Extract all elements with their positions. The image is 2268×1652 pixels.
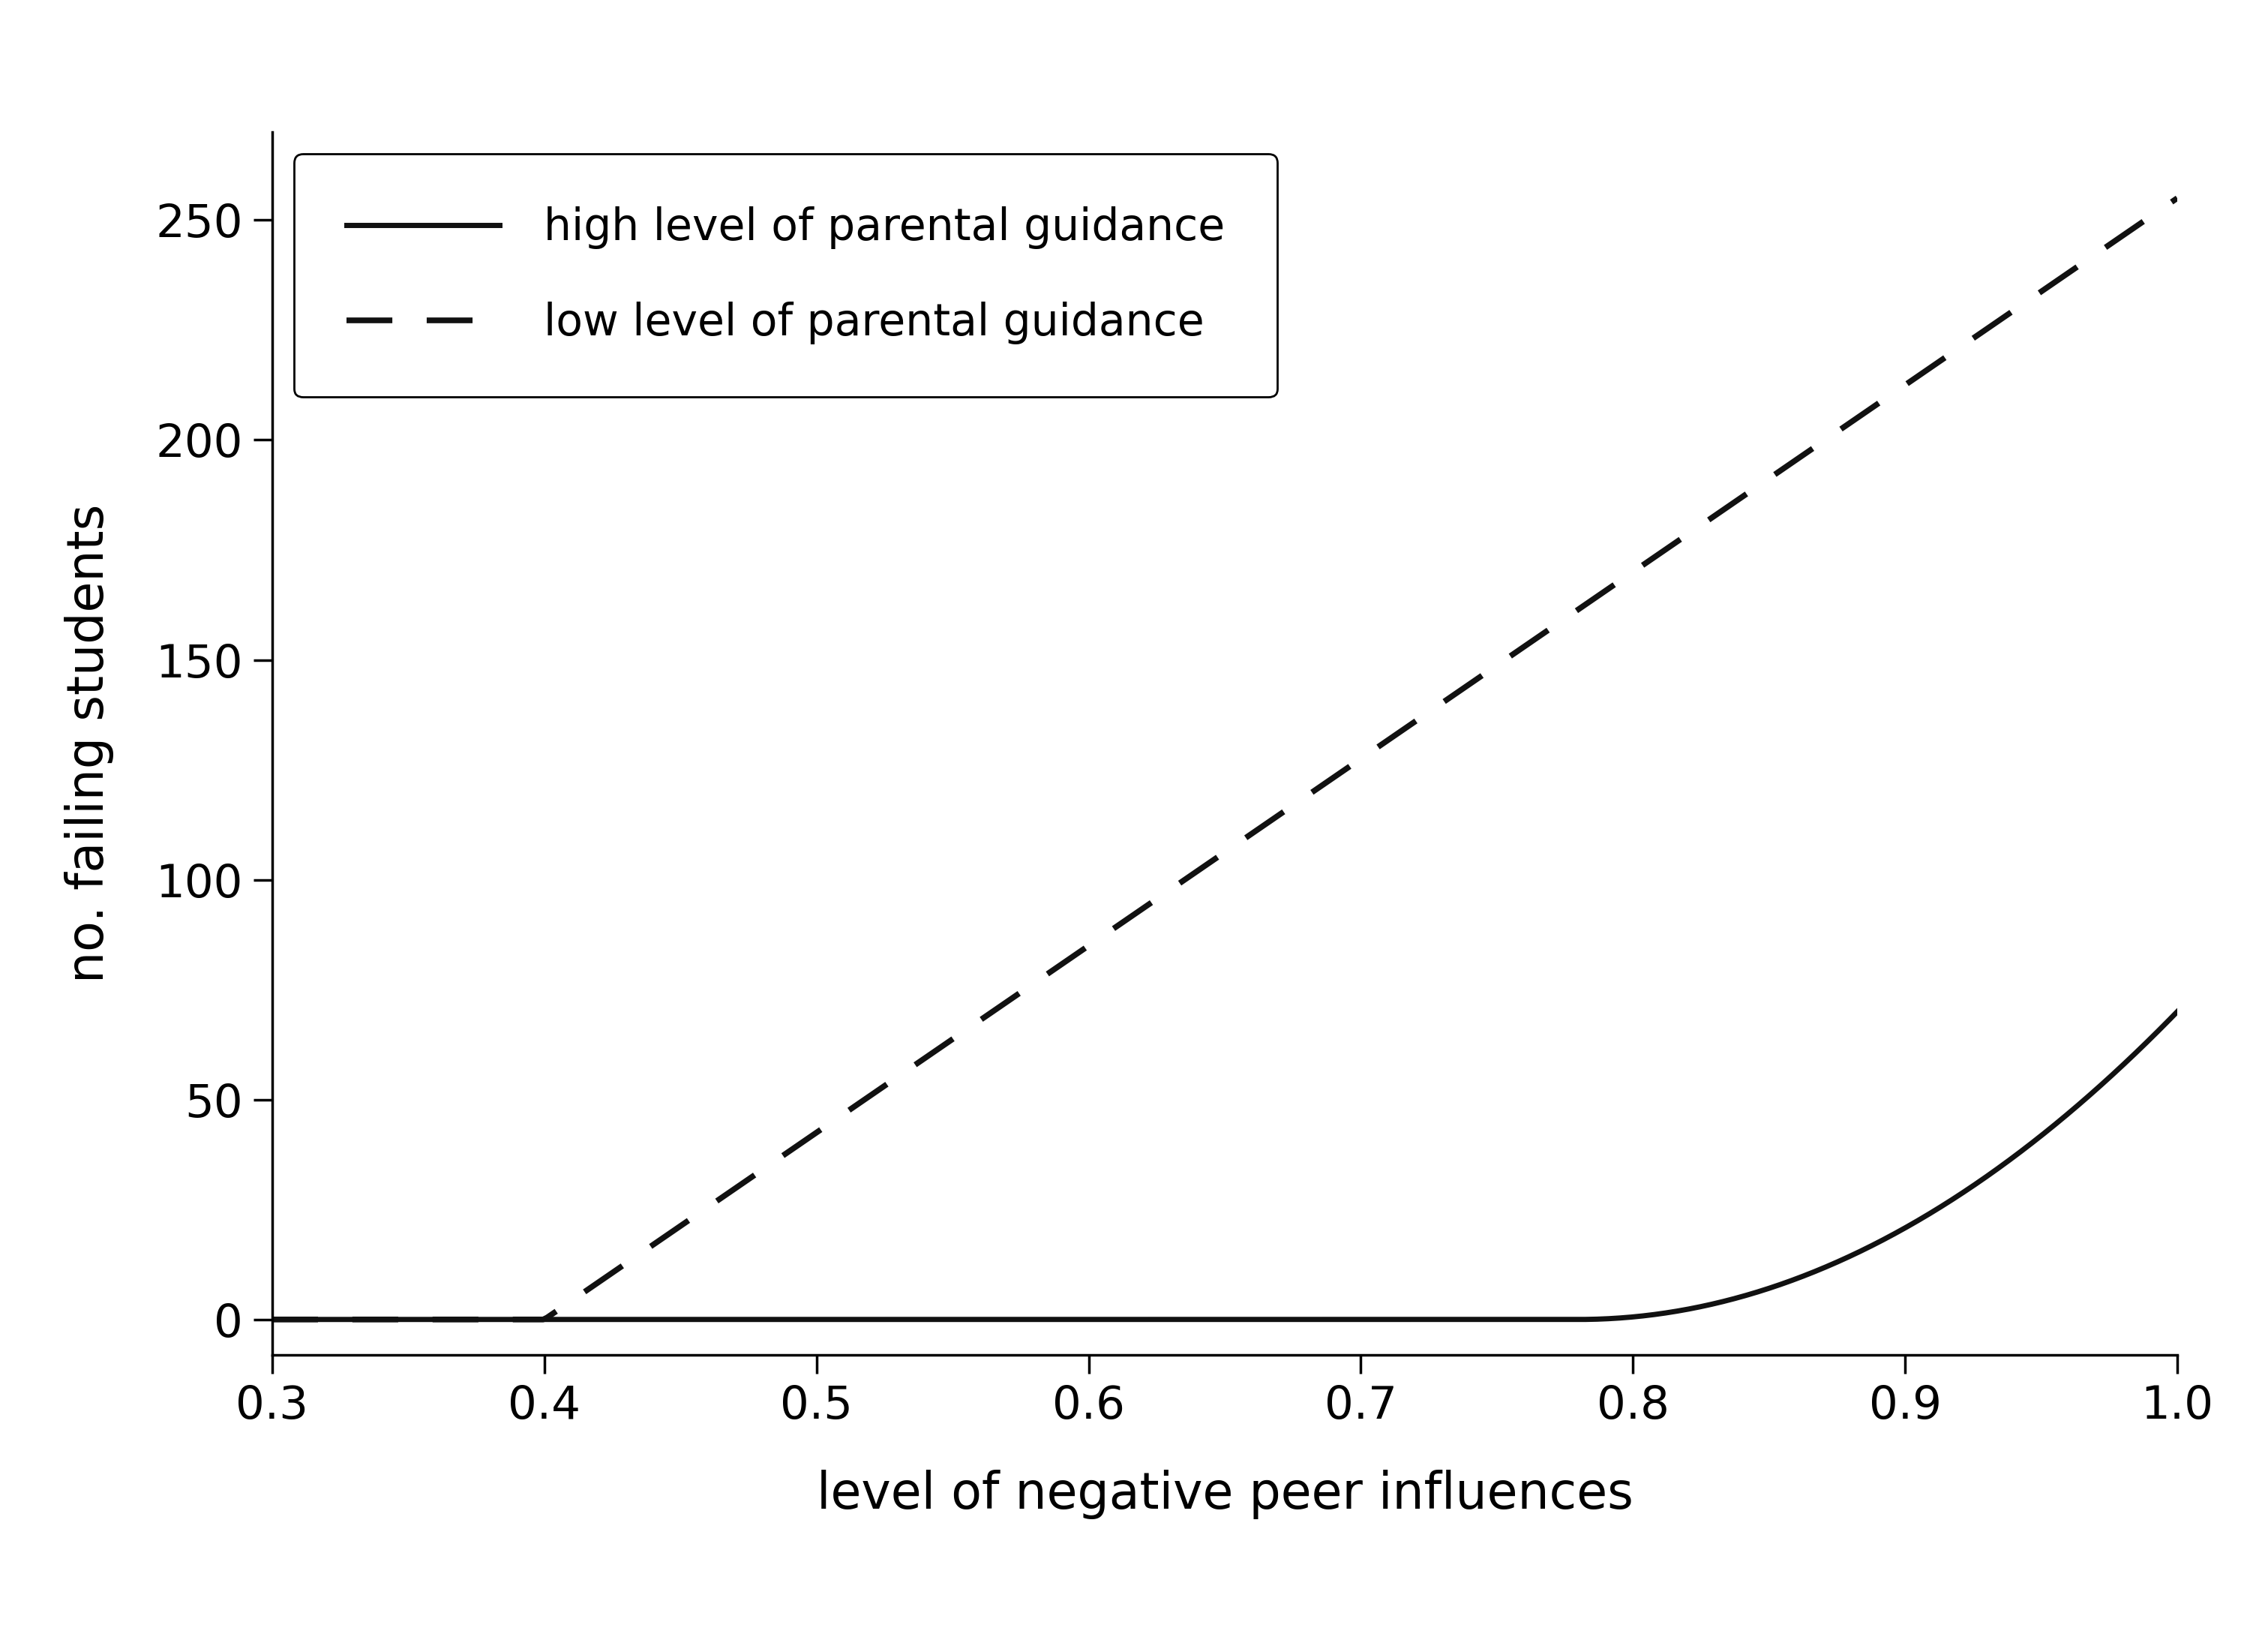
high level of parental guidance: [1393, 1310, 1420, 1330]
high level of parental guidance: [1163, 1310, 1191, 1330]
high level of parental guidance: [1819, 1254, 1846, 1274]
low level of parental guidance: [1290, 788, 1318, 808]
Y-axis label: no. failing students: no. failing students: [64, 504, 113, 983]
Line: high level of parental guidance: high level of parental guidance: [272, 1011, 2177, 1320]
low level of parental guidance: [1393, 717, 1420, 737]
high level of parental guidance: [259, 1310, 286, 1330]
low level of parental guidance: [259, 1310, 286, 1330]
low level of parental guidance: [1163, 876, 1191, 895]
low level of parental guidance: [2164, 188, 2191, 208]
high level of parental guidance: [2164, 1001, 2191, 1021]
low level of parental guidance: [2118, 220, 2146, 240]
low level of parental guidance: [1175, 867, 1202, 887]
Legend: high level of parental guidance, low level of parental guidance: high level of parental guidance, low lev…: [295, 154, 1277, 396]
high level of parental guidance: [1290, 1310, 1318, 1330]
low level of parental guidance: [1819, 425, 1846, 444]
high level of parental guidance: [2118, 1047, 2146, 1067]
Line: low level of parental guidance: low level of parental guidance: [272, 198, 2177, 1320]
high level of parental guidance: [1175, 1310, 1202, 1330]
X-axis label: level of negative peer influences: level of negative peer influences: [816, 1470, 1633, 1520]
